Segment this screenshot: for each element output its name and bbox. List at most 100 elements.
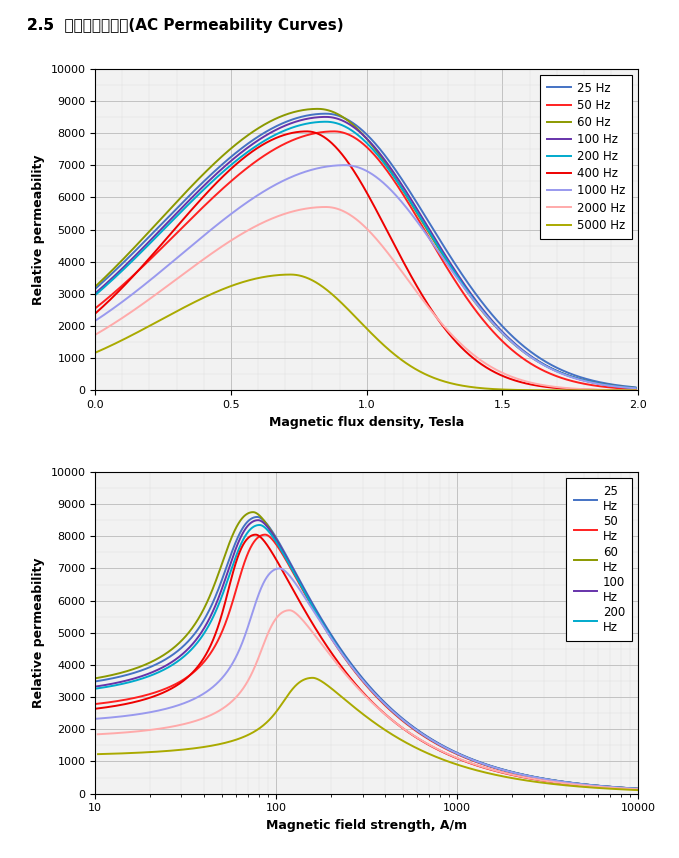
50
Hz	[186, 670, 194, 680]
25
Hz	[634, 783, 642, 794]
25 Hz	[322, 109, 330, 119]
200
Hz	[258, 521, 266, 531]
2000 Hz	[405, 277, 414, 287]
100 Hz	[557, 367, 565, 378]
25 Hz	[124, 252, 132, 263]
2000 Hz	[420, 296, 428, 306]
60
Hz	[347, 661, 355, 671]
50 Hz	[405, 200, 414, 210]
60 Hz	[436, 246, 444, 257]
Line: 1000 Hz: 1000 Hz	[95, 166, 636, 389]
Line: 100 Hz: 100 Hz	[95, 117, 636, 388]
Legend: 25
Hz, 50
Hz, 60
Hz, 100
Hz, 200
Hz: 25 Hz, 50 Hz, 60 Hz, 100 Hz, 200 Hz	[566, 478, 632, 642]
5000 Hz	[420, 368, 428, 378]
60
Hz	[275, 539, 283, 549]
25
Hz	[253, 512, 261, 523]
60
Hz	[634, 783, 642, 794]
400 Hz	[405, 269, 414, 279]
100 Hz	[631, 383, 640, 393]
25
Hz	[225, 554, 233, 565]
60
Hz	[119, 667, 127, 677]
200 Hz	[631, 383, 640, 393]
100 Hz	[420, 215, 428, 226]
200 Hz	[420, 218, 428, 228]
200 Hz	[322, 117, 330, 127]
1000 Hz	[502, 331, 510, 341]
100
Hz	[254, 515, 262, 525]
100 Hz	[124, 257, 132, 268]
25
Hz	[209, 596, 217, 607]
1000 Hz	[557, 368, 565, 378]
200
Hz	[92, 683, 100, 693]
5000 Hz	[287, 269, 295, 280]
25 Hz	[631, 382, 640, 392]
5000 Hz	[91, 347, 99, 358]
25 Hz	[436, 235, 444, 245]
50
Hz	[633, 783, 641, 794]
60 Hz	[502, 332, 510, 342]
60 Hz	[91, 281, 99, 292]
100
Hz	[399, 715, 407, 725]
60 Hz	[314, 104, 322, 114]
Line: 400 Hz: 400 Hz	[95, 131, 636, 390]
100 Hz	[405, 192, 414, 202]
60 Hz	[557, 368, 565, 378]
400 Hz	[303, 126, 311, 136]
50 Hz	[502, 339, 510, 349]
Legend: 25 Hz, 50 Hz, 60 Hz, 100 Hz, 200 Hz, 400 Hz, 1000 Hz, 2000 Hz, 5000 Hz: 25 Hz, 50 Hz, 60 Hz, 100 Hz, 200 Hz, 400…	[540, 75, 632, 239]
200
Hz	[474, 757, 482, 767]
5000 Hz	[631, 385, 640, 396]
2000 Hz	[631, 385, 640, 396]
2000 Hz	[436, 317, 444, 327]
5000 Hz	[436, 375, 444, 385]
50
Hz	[223, 613, 231, 624]
60 Hz	[420, 220, 428, 230]
2000 Hz	[557, 383, 565, 393]
X-axis label: Magnetic flux density, Tesla: Magnetic flux density, Tesla	[269, 415, 464, 429]
25
Hz	[168, 650, 177, 660]
Text: 2.5: 2.5	[27, 18, 65, 33]
400 Hz	[502, 372, 510, 383]
100
Hz	[492, 763, 500, 773]
1000 Hz	[405, 207, 414, 217]
Line: 2000 Hz: 2000 Hz	[95, 207, 636, 390]
Line: 200 Hz: 200 Hz	[95, 122, 636, 388]
Line: 50
Hz: 50 Hz	[97, 535, 638, 789]
60
Hz	[329, 635, 337, 645]
5000 Hz	[502, 384, 510, 395]
Line: 5000 Hz: 5000 Hz	[95, 275, 636, 390]
Y-axis label: Relative permeability: Relative permeability	[32, 154, 45, 305]
50
Hz	[93, 698, 101, 709]
100
Hz	[634, 783, 642, 794]
50
Hz	[329, 637, 337, 647]
2000 Hz	[124, 309, 132, 319]
Text: 2.5  交流導磁率曲線(AC Permeability Curves): 2.5 交流導磁率曲線(AC Permeability Curves)	[27, 18, 344, 33]
100
Hz	[257, 517, 265, 527]
50
Hz	[634, 783, 642, 794]
25 Hz	[405, 186, 414, 196]
2000 Hz	[322, 202, 330, 212]
60
Hz	[258, 513, 266, 523]
25
Hz	[255, 512, 263, 523]
25 Hz	[557, 365, 565, 375]
5000 Hz	[124, 332, 132, 342]
200 Hz	[91, 290, 99, 300]
5000 Hz	[557, 385, 565, 396]
Line: 25
Hz: 25 Hz	[95, 517, 638, 789]
200
Hz	[154, 668, 162, 678]
200
Hz	[401, 716, 409, 727]
400 Hz	[557, 384, 565, 394]
25 Hz	[420, 209, 428, 220]
1000 Hz	[341, 160, 349, 171]
Line: 60
Hz: 60 Hz	[96, 512, 638, 789]
100 Hz	[502, 330, 510, 341]
50 Hz	[631, 384, 640, 395]
1000 Hz	[420, 226, 428, 236]
Y-axis label: Relative permeability: Relative permeability	[32, 558, 45, 708]
60 Hz	[124, 249, 132, 259]
1000 Hz	[124, 292, 132, 302]
60
Hz	[92, 673, 100, 683]
100
Hz	[329, 635, 337, 645]
60 Hz	[405, 196, 414, 206]
200 Hz	[124, 259, 132, 269]
